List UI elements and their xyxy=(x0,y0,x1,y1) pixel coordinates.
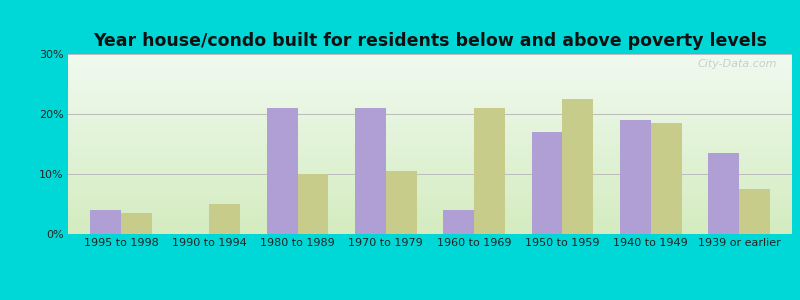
Bar xyxy=(474,108,505,234)
Text: City-Data.com: City-Data.com xyxy=(698,59,778,69)
Bar xyxy=(355,108,386,234)
Bar xyxy=(531,132,562,234)
Bar xyxy=(210,204,240,234)
Bar xyxy=(90,210,121,234)
Bar xyxy=(650,123,682,234)
Bar xyxy=(386,171,417,234)
Bar xyxy=(708,153,739,234)
Bar xyxy=(266,108,298,234)
Title: Year house/condo built for residents below and above poverty levels: Year house/condo built for residents bel… xyxy=(93,32,767,50)
Bar xyxy=(121,213,152,234)
Bar xyxy=(562,99,594,234)
Bar xyxy=(298,174,329,234)
Bar xyxy=(739,189,770,234)
Bar xyxy=(443,210,474,234)
Bar xyxy=(620,120,650,234)
